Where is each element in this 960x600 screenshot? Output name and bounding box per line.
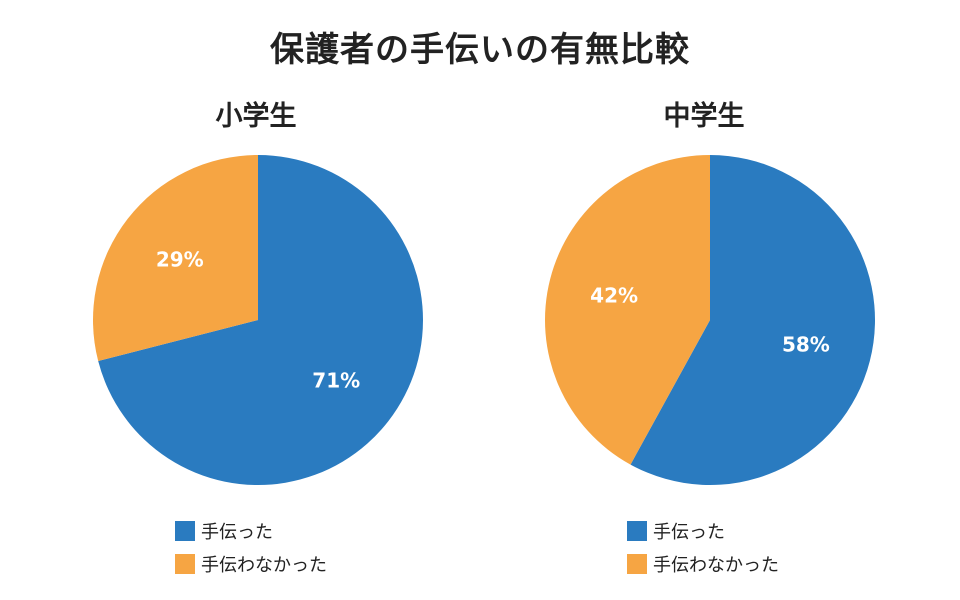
legend-swatch-not-helped — [627, 554, 647, 574]
chart-title: 保護者の手伝いの有無比較 — [270, 30, 690, 70]
pie-chart-junior-high: 中学生 58% 42% 手伝った 手伝わなかった — [452, 0, 932, 600]
legend-item-helped: 手伝った — [175, 516, 327, 546]
slice-not-helped — [92, 155, 258, 362]
legend-item-not-helped: 手伝わなかった — [627, 549, 779, 579]
legend-swatch-not-helped — [175, 554, 195, 574]
pie-title-elementary: 小学生 — [215, 101, 297, 132]
slice-helped-label: 58% — [782, 333, 830, 357]
legend-swatch-helped — [175, 521, 195, 541]
legend-label-helped: 手伝った — [201, 522, 273, 543]
pie-chart-elementary: 小学生 71% 29% 手伝った 手伝わなかった — [92, 101, 423, 582]
legend-item-helped: 手伝った — [627, 516, 779, 546]
legend-label-not-helped: 手伝わなかった — [201, 555, 327, 576]
legend-elementary: 手伝った 手伝わなかった — [175, 516, 327, 582]
slice-not-helped — [545, 155, 710, 465]
slice-helped-label: 71% — [312, 369, 360, 393]
slice-not-helped-label: 42% — [590, 283, 638, 307]
legend-label-helped: 手伝った — [653, 522, 725, 543]
pie-title-junior-high: 中学生 — [663, 101, 745, 132]
slice-helped — [98, 155, 423, 485]
slice-not-helped-label: 29% — [156, 247, 204, 271]
legend-swatch-helped — [627, 521, 647, 541]
legend-junior-high: 手伝った 手伝わなかった — [627, 516, 779, 582]
legend-label-not-helped: 手伝わなかった — [653, 555, 779, 576]
slice-helped — [630, 155, 875, 485]
pie-svg-elementary: 71% 29% — [92, 155, 423, 485]
pie-svg-junior-high: 58% 42% — [545, 155, 875, 485]
legend-item-not-helped: 手伝わなかった — [175, 549, 327, 579]
